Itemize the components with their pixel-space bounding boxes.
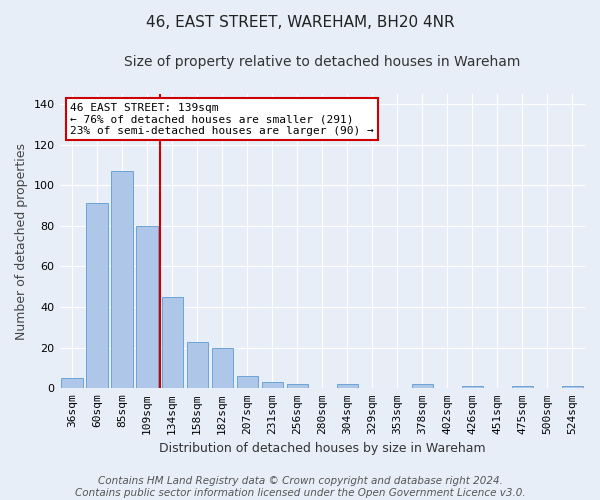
Bar [136,226,158,388]
Bar [287,384,308,388]
Bar [337,384,358,388]
Bar [187,342,208,388]
Bar [512,386,533,388]
Bar [86,204,108,388]
Bar [61,378,83,388]
Bar [262,382,283,388]
Bar [562,386,583,388]
Bar [412,384,433,388]
Bar [212,348,233,389]
Text: 46, EAST STREET, WAREHAM, BH20 4NR: 46, EAST STREET, WAREHAM, BH20 4NR [146,15,454,30]
Bar [236,376,258,388]
Bar [462,386,483,388]
Title: Size of property relative to detached houses in Wareham: Size of property relative to detached ho… [124,55,520,69]
Y-axis label: Number of detached properties: Number of detached properties [15,142,28,340]
X-axis label: Distribution of detached houses by size in Wareham: Distribution of detached houses by size … [159,442,485,455]
Text: 46 EAST STREET: 139sqm
← 76% of detached houses are smaller (291)
23% of semi-de: 46 EAST STREET: 139sqm ← 76% of detached… [70,102,374,136]
Text: Contains HM Land Registry data © Crown copyright and database right 2024.
Contai: Contains HM Land Registry data © Crown c… [74,476,526,498]
Bar [161,297,183,388]
Bar [112,171,133,388]
